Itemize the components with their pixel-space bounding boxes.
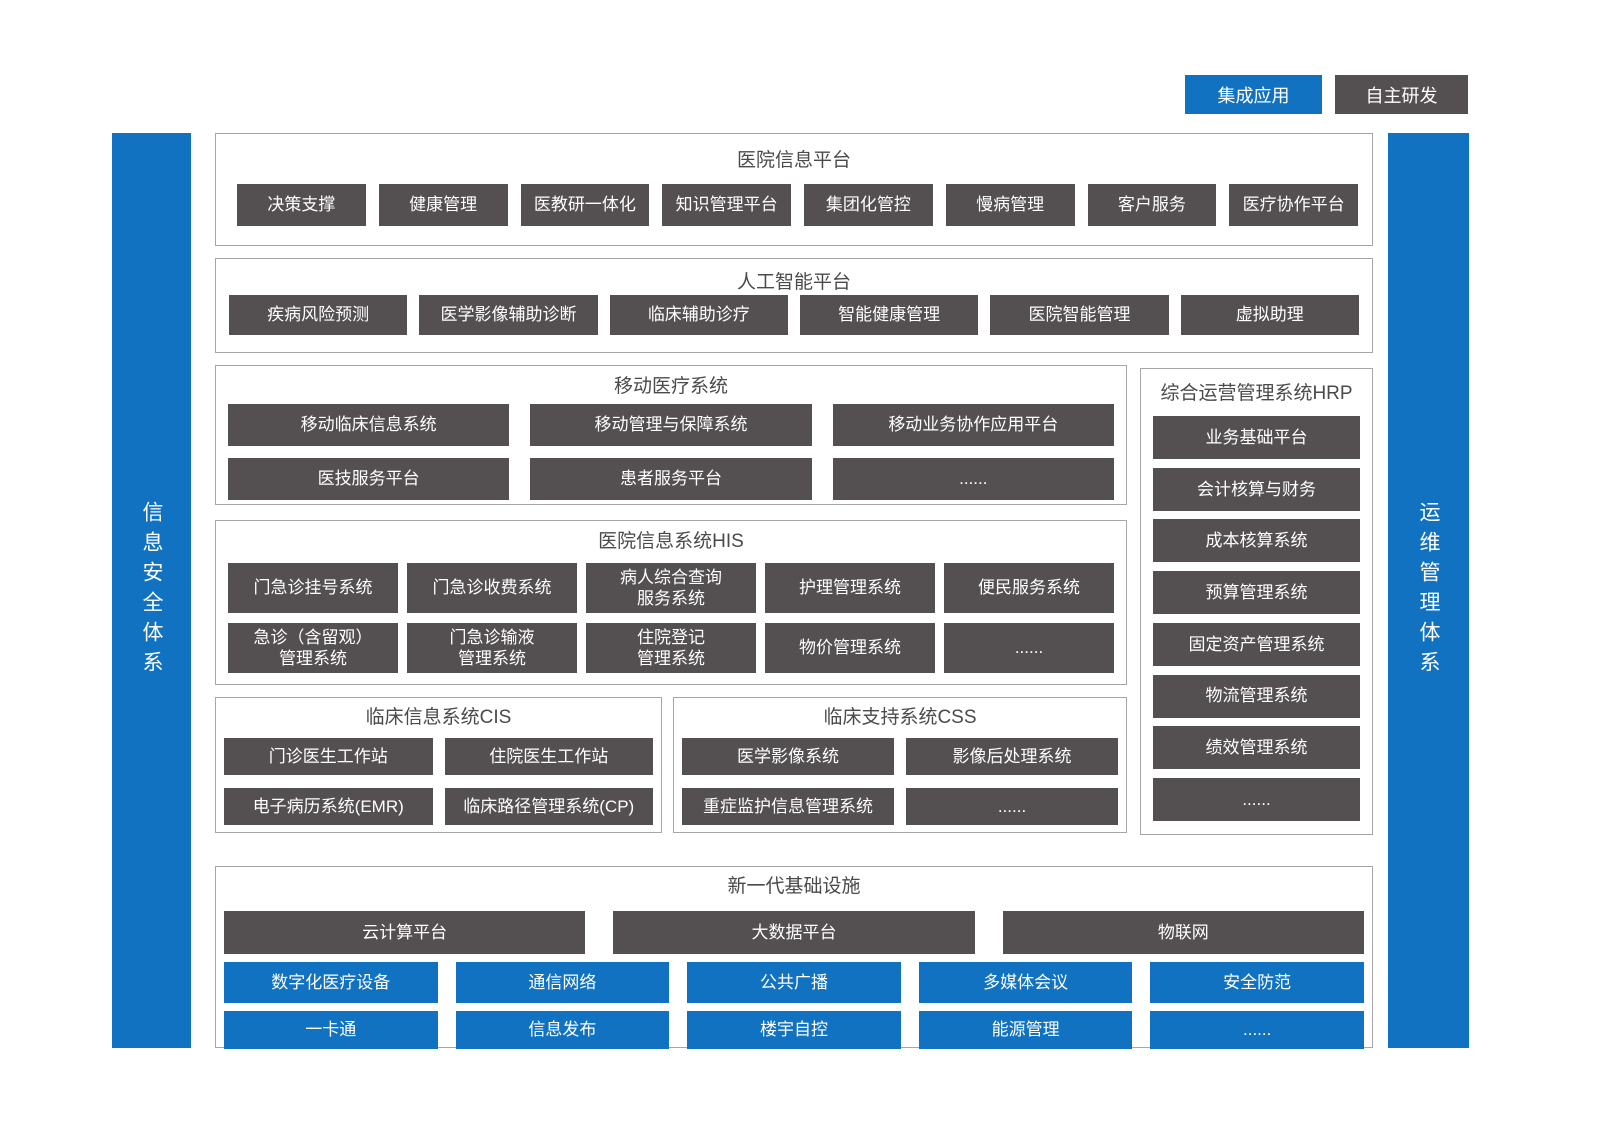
- section-hospital-info-platform: 医院信息平台 决策支撑 健康管理 医教研一体化 知识管理平台 集团化管控 慢病管…: [215, 133, 1373, 246]
- item-row: 决策支撑 健康管理 医教研一体化 知识管理平台 集团化管控 慢病管理 客户服务 …: [237, 184, 1358, 226]
- system-item: 医学影像辅助诊断: [419, 295, 598, 335]
- system-item: 公共广播: [687, 962, 901, 1003]
- item-row: 数字化医疗设备 通信网络 公共广播 多媒体会议 安全防范: [224, 962, 1364, 1003]
- system-item: 云计算平台: [224, 911, 586, 954]
- system-item: 医学影像系统: [682, 738, 894, 775]
- system-item: 门诊医生工作站: [224, 738, 433, 775]
- section-title: 新一代基础设施: [727, 876, 861, 897]
- system-item: 影像后处理系统: [906, 738, 1118, 775]
- item-row: 电子病历系统(EMR) 临床路径管理系统(CP): [224, 788, 653, 825]
- item-row: 医技服务平台 患者服务平台 ......: [228, 458, 1114, 500]
- system-item: 物价管理系统: [765, 623, 935, 673]
- system-item: 电子病历系统(EMR): [224, 788, 433, 825]
- item-row: 云计算平台 大数据平台 物联网: [224, 911, 1364, 954]
- system-item: 患者服务平台: [530, 458, 812, 500]
- system-item: 医院智能管理: [990, 295, 1169, 335]
- system-item: 能源管理: [918, 1011, 1133, 1049]
- system-item: 临床辅助诊疗: [609, 295, 788, 335]
- section-mobile-medical: 移动医疗系统 移动临床信息系统 移动管理与保障系统 移动业务协作应用平台 医技服…: [215, 365, 1127, 505]
- system-item: 成本核算系统: [1153, 519, 1360, 563]
- section-infrastructure: 新一代基础设施 云计算平台 大数据平台 物联网 数字化医疗设备 通信网络 公共广…: [215, 866, 1373, 1049]
- item-row: 移动临床信息系统 移动管理与保障系统 移动业务协作应用平台: [228, 404, 1114, 446]
- system-item: 重症监护信息管理系统: [682, 788, 894, 825]
- right-band-label: 运维管理体系: [1417, 500, 1440, 681]
- system-item: 楼宇自控: [687, 1011, 901, 1049]
- section-title: 临床支持系统CSS: [823, 707, 977, 728]
- legend-self-developed: 自主研发: [1335, 75, 1468, 114]
- section-ai-platform: 人工智能平台 疾病风险预测 医学影像辅助诊断 临床辅助诊疗 智能健康管理 医院智…: [215, 258, 1373, 353]
- section-cis: 临床信息系统CIS 门诊医生工作站 住院医生工作站 电子病历系统(EMR) 临床…: [215, 697, 662, 833]
- item-row: 急诊（含留观） 管理系统 门急诊输液 管理系统 住院登记 管理系统 物价管理系统…: [228, 623, 1114, 673]
- system-item: 会计核算与财务: [1153, 467, 1360, 511]
- system-item: ......: [1153, 777, 1360, 821]
- legend-integrated-application: 集成应用: [1185, 75, 1322, 114]
- system-item: 门急诊输液 管理系统: [407, 623, 577, 673]
- system-item: 病人综合查询 服务系统: [586, 563, 756, 613]
- system-item: 移动临床信息系统: [228, 404, 510, 446]
- item-row: 门诊医生工作站 住院医生工作站: [224, 738, 653, 775]
- system-item: 通信网络: [455, 962, 670, 1003]
- system-item: 集团化管控: [804, 184, 933, 226]
- system-item: 住院医生工作站: [444, 738, 653, 775]
- system-item: 一卡通: [224, 1011, 438, 1049]
- left-band-information-security: 信息安全体系: [112, 133, 191, 1048]
- system-item: ......: [906, 788, 1118, 825]
- system-item: 信息发布: [455, 1011, 670, 1049]
- system-item: ......: [1150, 1011, 1364, 1049]
- system-item: 大数据平台: [613, 911, 975, 954]
- system-item: 健康管理: [378, 184, 508, 226]
- section-title: 人工智能平台: [736, 272, 851, 293]
- system-item: 知识管理平台: [662, 184, 791, 226]
- system-item: 临床路径管理系统(CP): [444, 788, 653, 825]
- item-column: 业务基础平台 会计核算与财务 成本核算系统 预算管理系统 固定资产管理系统 物流…: [1153, 416, 1360, 821]
- section-title: 临床信息系统CIS: [365, 707, 512, 728]
- system-item: 疾病风险预测: [229, 295, 408, 335]
- system-item: 门急诊收费系统: [407, 563, 577, 613]
- item-row: 一卡通 信息发布 楼宇自控 能源管理 ......: [224, 1011, 1364, 1049]
- section-hrp: 综合运营管理系统HRP 业务基础平台 会计核算与财务 成本核算系统 预算管理系统…: [1140, 368, 1373, 835]
- system-item: 决策支撑: [237, 184, 366, 226]
- section-title: 医院信息平台: [736, 150, 851, 171]
- section-title: 综合运营管理系统HRP: [1160, 383, 1353, 404]
- system-item: 数字化医疗设备: [224, 962, 438, 1003]
- left-band-label: 信息安全体系: [140, 500, 163, 681]
- system-item: 住院登记 管理系统: [586, 623, 756, 673]
- system-item: 医教研一体化: [520, 184, 650, 226]
- system-item: 医技服务平台: [228, 458, 510, 500]
- system-item: 移动管理与保障系统: [530, 404, 812, 446]
- system-item: ......: [832, 458, 1114, 500]
- item-row: 疾病风险预测 医学影像辅助诊断 临床辅助诊疗 智能健康管理 医院智能管理 虚拟助…: [229, 295, 1359, 335]
- system-item: 门急诊挂号系统: [228, 563, 398, 613]
- system-item: ......: [944, 623, 1114, 673]
- system-item: 客户服务: [1087, 184, 1217, 226]
- item-row: 重症监护信息管理系统 ......: [682, 788, 1118, 825]
- system-item: 护理管理系统: [765, 563, 935, 613]
- section-title: 医院信息系统HIS: [598, 531, 744, 552]
- system-item: 急诊（含留观） 管理系统: [228, 623, 398, 673]
- system-item: 虚拟助理: [1180, 295, 1359, 335]
- system-item: 便民服务系统: [944, 563, 1114, 613]
- system-item: 移动业务协作应用平台: [832, 404, 1114, 446]
- system-item: 业务基础平台: [1153, 416, 1360, 459]
- system-item: 预算管理系统: [1153, 571, 1360, 615]
- system-item: 慢病管理: [945, 184, 1075, 226]
- section-his: 医院信息系统HIS 门急诊挂号系统 门急诊收费系统 病人综合查询 服务系统 护理…: [215, 520, 1127, 685]
- section-title: 移动医疗系统: [613, 376, 728, 397]
- system-item: 安全防范: [1150, 962, 1364, 1003]
- system-item: 多媒体会议: [918, 962, 1133, 1003]
- item-row: 医学影像系统 影像后处理系统: [682, 738, 1118, 775]
- right-band-operations-management: 运维管理体系: [1388, 133, 1469, 1048]
- system-item: 物联网: [1002, 911, 1364, 954]
- system-item: 物流管理系统: [1153, 674, 1360, 718]
- item-row: 门急诊挂号系统 门急诊收费系统 病人综合查询 服务系统 护理管理系统 便民服务系…: [228, 563, 1114, 613]
- system-item: 绩效管理系统: [1153, 726, 1360, 770]
- section-css: 临床支持系统CSS 医学影像系统 影像后处理系统 重症监护信息管理系统 ....…: [673, 697, 1127, 833]
- system-item: 智能健康管理: [799, 295, 979, 335]
- system-item: 固定资产管理系统: [1153, 622, 1360, 666]
- system-item: 医疗协作平台: [1229, 184, 1358, 226]
